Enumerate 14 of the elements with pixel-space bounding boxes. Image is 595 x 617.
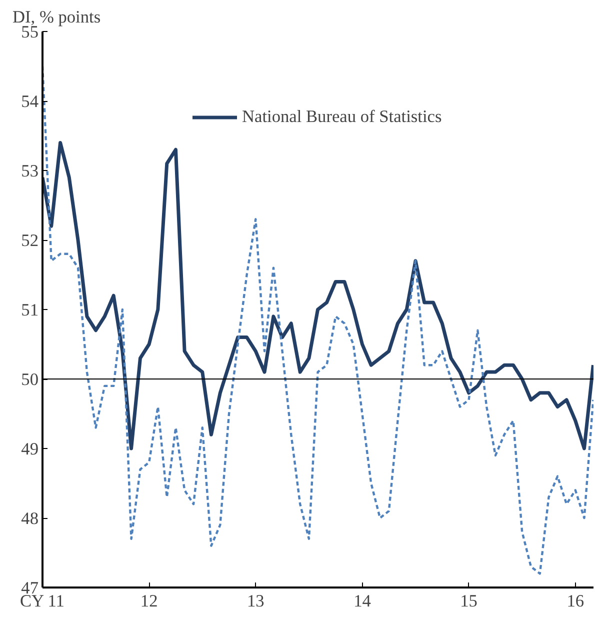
y-tick-label: 54 [21, 92, 39, 111]
x-tick-label: 16 [566, 592, 584, 610]
y-tick-label: 53 [21, 162, 38, 180]
x-tick-label: 15 [460, 592, 478, 610]
y-axis-title: DI, % points [12, 8, 101, 26]
x-tick-label: 13 [246, 592, 264, 610]
y-tick-label: 48 [21, 509, 38, 528]
y-tick-label: 50 [21, 370, 38, 389]
x-tick-label: 14 [354, 592, 372, 610]
legend-label: National Bureau of Statistics [242, 107, 442, 127]
x-tick-label: 12 [140, 592, 158, 610]
y-tick-label: 51 [21, 300, 38, 320]
y-tick-label: 49 [21, 440, 38, 458]
y-tick-label: 52 [21, 231, 38, 250]
